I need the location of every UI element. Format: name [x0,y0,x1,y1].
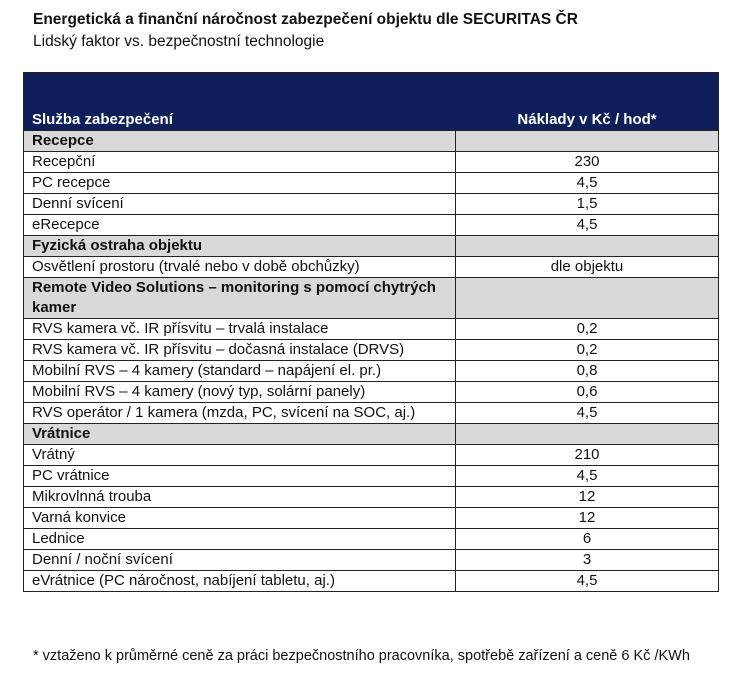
section-title: Recepce [23,130,456,152]
cost-value: 0,2 [455,318,719,340]
section-row: Vrátnice [23,423,719,445]
item-row: PC vrátnice 4,5 [23,465,719,487]
service-name: Mobilní RVS – 4 kamery (nový typ, solárn… [23,381,456,403]
service-name: Varná konvice [23,507,456,529]
service-name: RVS operátor / 1 kamera (mzda, PC, svíce… [23,402,456,424]
service-name: eVrátnice (PC náročnost, nabíjení tablet… [23,570,456,592]
title: Energetická a finanční náročnost zabezpe… [33,11,578,28]
cost-value: 0,8 [455,360,719,382]
cost-value: 3 [455,549,719,571]
service-name: PC recepce [23,172,456,194]
subtitle: Lidský faktor vs. bezpečnostní technolog… [33,33,325,50]
item-row: eVrátnice (PC náročnost, nabíjení tablet… [23,570,719,592]
cost-value: 4,5 [455,214,719,236]
section-empty [455,423,719,445]
service-name: eRecepce [23,214,456,236]
cost-value: 12 [455,486,719,508]
cost-value: 4,5 [455,402,719,424]
cost-value: 6 [455,528,719,550]
service-name: Osvětlení prostoru (trvalé nebo v době o… [23,256,456,278]
service-name: Denní / noční svícení [23,549,456,571]
service-name: Vrátný [23,444,456,466]
item-row: eRecepce 4,5 [23,214,719,236]
item-row: PC recepce 4,5 [23,172,719,194]
table-head: Služba zabezpečení Náklady v Kč / hod* [23,72,719,131]
cost-value: 4,5 [455,570,719,592]
item-row: RVS operátor / 1 kamera (mzda, PC, svíce… [23,402,719,424]
section-empty [455,235,719,257]
service-name: RVS kamera vč. IR přísvitu – trvalá inst… [23,318,456,340]
service-name: Lednice [23,528,456,550]
cost-value: 230 [455,151,719,173]
section-empty [455,130,719,152]
footnote: * vztaženo k průměrné ceně za práci bezp… [33,648,690,664]
header-row: Služba zabezpečení Náklady v Kč / hod* [23,72,719,131]
section-empty [455,277,719,319]
cost-value: dle objektu [455,256,719,278]
section-row: Remote Video Solutions – monitoring s po… [23,277,719,319]
column-header: Náklady v Kč / hod* [455,72,719,131]
service-name: Recepční [23,151,456,173]
item-row: Mikrovlnná trouba 12 [23,486,719,508]
cost-value: 12 [455,507,719,529]
item-row: Recepční 230 [23,151,719,173]
item-row: Vrátný 210 [23,444,719,466]
table-body: Recepce Recepční 230 PC recepce 4,5 Denní sví… [23,130,719,592]
section-row: Fyzická ostraha objektu [23,235,719,257]
cost-value: 0,2 [455,339,719,361]
cost-value: 0,6 [455,381,719,403]
service-name: Mobilní RVS – 4 kamery (standard – napáj… [23,360,456,382]
section-title: Fyzická ostraha objektu [23,235,456,257]
item-row: Denní svícení 1,5 [23,193,719,215]
item-row: RVS kamera vč. IR přísvitu – dočasná ins… [23,339,719,361]
item-row: Osvětlení prostoru (trvalé nebo v době o… [23,256,719,278]
section-row: Recepce [23,130,719,152]
item-row: Denní / noční svícení 3 [23,549,719,571]
section-title: Remote Video Solutions – monitoring s po… [23,277,456,319]
section-title: Vrátnice [23,423,456,445]
cost-value: 4,5 [455,465,719,487]
service-name: PC vrátnice [23,465,456,487]
cost-value: 1,5 [455,193,719,215]
service-name: RVS kamera vč. IR přísvitu – dočasná ins… [23,339,456,361]
item-row: Varná konvice 12 [23,507,719,529]
item-row: Mobilní RVS – 4 kamery (standard – napáj… [23,360,719,382]
item-row: RVS kamera vč. IR přísvitu – trvalá inst… [23,318,719,340]
column-header: Služba zabezpečení [23,72,456,131]
cost-value: 4,5 [455,172,719,194]
item-row: Mobilní RVS – 4 kamery (nový typ, solárn… [23,381,719,403]
item-row: Lednice 6 [23,528,719,550]
cost-value: 210 [455,444,719,466]
cost-table: Služba zabezpečení Náklady v Kč / hod* R… [23,72,719,592]
service-name: Denní svícení [23,193,456,215]
service-name: Mikrovlnná trouba [23,486,456,508]
